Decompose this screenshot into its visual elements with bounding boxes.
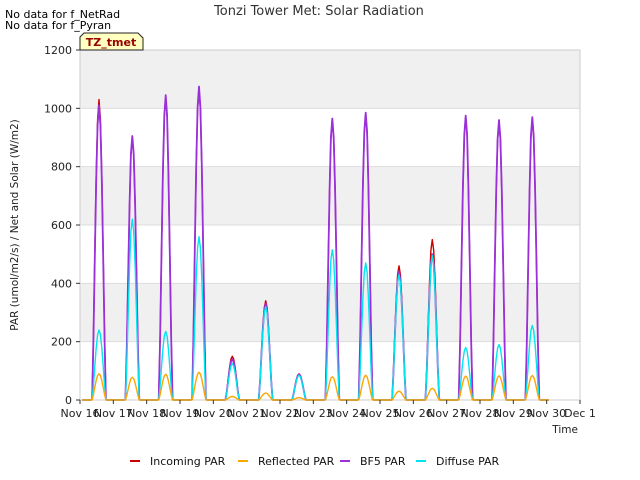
x-tick-label: Nov 21 [227,407,266,420]
x-tick-label: Nov 24 [327,407,366,420]
x-tick-label: Nov 18 [127,407,166,420]
chart-title: Tonzi Tower Met: Solar Radiation [213,4,424,19]
y-tick-label: 0 [65,394,72,407]
y-tick-label: 1200 [44,44,72,57]
series-lines [82,85,549,401]
annotation-tag-shape [79,32,144,51]
x-tick-label: Nov 27 [427,407,466,420]
x-tick-label: Nov 29 [494,407,533,420]
x-tick-label: Nov 19 [161,407,200,420]
y-tick-label: 800 [51,161,72,174]
x-tick-label: Nov 17 [94,407,133,420]
x-tick-label: Nov 23 [294,407,333,420]
x-tick-label: Dec 1 [564,407,596,420]
y-tick-label: 600 [51,219,72,232]
y-tick-label: 1000 [44,102,72,115]
y-tick-label: 200 [51,336,72,349]
legend-label: BF5 PAR [360,455,406,468]
annotation-label: TZ_tmet [86,36,136,49]
series-line-reflected-par [82,371,549,401]
y-tick-label: 400 [51,277,72,290]
x-axis-label: Time [551,424,578,436]
x-tick-label: Nov 26 [394,407,433,420]
legend-label: Incoming PAR [150,455,226,468]
x-tick-label: Nov 25 [361,407,400,420]
x-tick-label: Nov 16 [61,407,100,420]
x-tick-label: Nov 28 [461,407,500,420]
no-data-pyran: No data for f_Pyran [5,19,112,32]
x-tick-label: Nov 30 [527,407,566,420]
x-tick-label: Nov 20 [194,407,233,420]
background-band [80,50,580,109]
legend: Incoming PAR Reflected PAR BF5 PAR Diffuse … [130,455,500,468]
annotation-box: TZ_tmet [79,32,144,51]
legend-label: Reflected PAR [258,455,335,468]
legend-label: Diffuse PAR [436,455,500,468]
y-axis-ticks: 0 200 400 600 800 1000 1200 [44,44,80,407]
y-axis-label: PAR (umol/m2/s) / Net and Solar (W/m2) [9,119,21,331]
x-tick-label: Nov 22 [261,407,300,420]
no-data-netrad: No data for f_NetRad [5,8,121,21]
